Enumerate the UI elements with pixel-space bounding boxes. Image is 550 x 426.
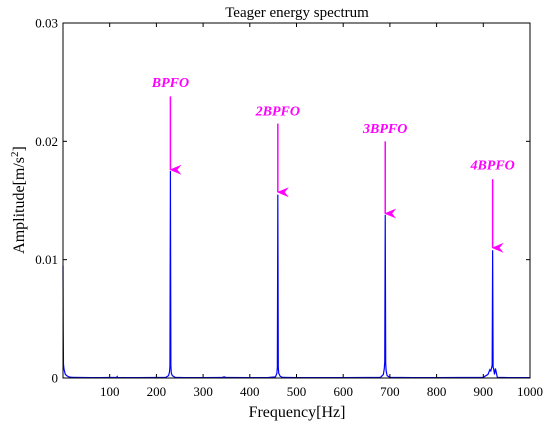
x-tick-label: 500 xyxy=(287,384,307,399)
peak-annotations: BPFO 2BPFO 3BPFO 4BPFO xyxy=(151,76,515,253)
x-tick-label: 900 xyxy=(474,384,494,399)
annotation-label: 4BPFO xyxy=(469,159,514,174)
y-tick-label: 0.02 xyxy=(35,134,58,149)
annotation-label: 2BPFO xyxy=(255,104,300,119)
plot-frame xyxy=(62,22,531,379)
y-tick-label: 0 xyxy=(52,371,59,386)
y-axis-ticks: 0 0.01 0.02 0.03 xyxy=(35,16,530,386)
x-tick-label: 300 xyxy=(193,384,213,399)
chart-title: Teager energy spectrum xyxy=(225,5,369,21)
spectrum-series-line xyxy=(62,170,530,379)
y-tick-label: 0.03 xyxy=(35,16,58,31)
y-axis-label: Amplitude[m/s2] xyxy=(9,146,28,254)
x-tick-label: 400 xyxy=(240,384,260,399)
x-tick-label: 100 xyxy=(100,384,120,399)
x-axis-ticks: 100 200 300 400 500 600 700 800 900 1000 xyxy=(100,23,543,399)
x-tick-label: 1000 xyxy=(517,384,543,399)
annotation-label: 3BPFO xyxy=(362,122,407,137)
plot-layer xyxy=(62,170,530,379)
y-tick-label: 0.01 xyxy=(35,252,58,267)
x-tick-label: 700 xyxy=(380,384,400,399)
x-tick-label: 600 xyxy=(333,384,353,399)
annotation-label: BPFO xyxy=(151,76,189,91)
x-tick-label: 200 xyxy=(147,384,167,399)
x-tick-label: 800 xyxy=(427,384,447,399)
x-axis-label: Frequency[Hz] xyxy=(249,404,346,421)
